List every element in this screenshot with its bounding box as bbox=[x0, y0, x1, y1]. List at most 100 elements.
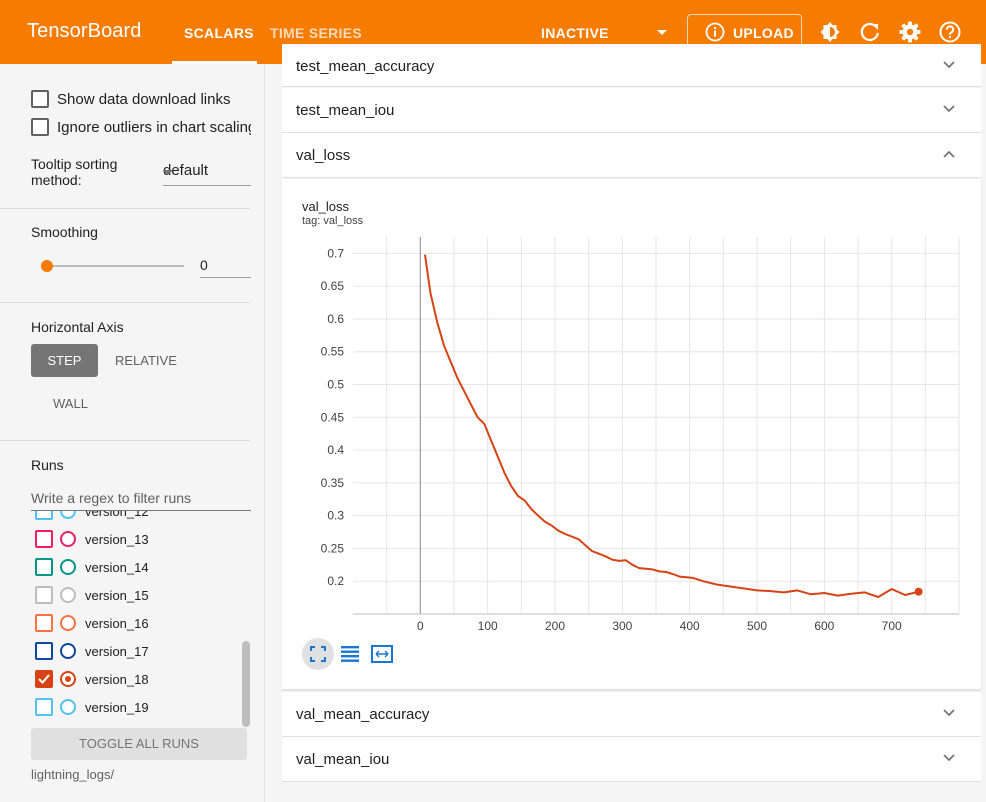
chevron-down-icon bbox=[163, 170, 173, 175]
refresh-icon[interactable] bbox=[858, 20, 882, 44]
chart-title: val_loss bbox=[302, 199, 349, 214]
check-icon bbox=[38, 674, 50, 684]
axis-wall-button[interactable]: WALL bbox=[53, 396, 88, 411]
y-tick-label: 0.45 bbox=[321, 410, 345, 424]
show-download-links-checkbox[interactable]: Show data download links bbox=[31, 88, 261, 110]
reset-zoom-button[interactable] bbox=[366, 638, 398, 670]
card-val-loss[interactable]: val_loss bbox=[282, 133, 981, 178]
y-tick-label: 0.2 bbox=[327, 574, 344, 588]
fit-domain-icon bbox=[310, 646, 326, 662]
run-item-version-14[interactable]: version_14 bbox=[35, 556, 235, 578]
run-item-version-18[interactable]: version_18 bbox=[35, 668, 235, 690]
smoothing-input[interactable]: 0 bbox=[200, 254, 251, 278]
run-status-select[interactable]: INACTIVE bbox=[540, 18, 671, 46]
run-radio[interactable] bbox=[60, 559, 76, 575]
checkbox-box bbox=[31, 90, 49, 108]
checkbox-label: Ignore outliers in chart scaling bbox=[57, 119, 251, 136]
run-item-version-19[interactable]: version_19 bbox=[35, 696, 235, 718]
toggle-log-scale-button[interactable] bbox=[334, 638, 366, 670]
val-loss-chart[interactable]: 0.2 0.25 0.3 0.35 0.4 0.45 0.5 0.55 0.6 0.65 0.7 0 1… bbox=[282, 179, 981, 639]
run-item-version-13[interactable]: version_13 bbox=[35, 528, 235, 550]
runs-scrollbar[interactable] bbox=[242, 641, 250, 727]
run-checkbox[interactable] bbox=[35, 698, 53, 716]
fit-domain-button[interactable] bbox=[302, 638, 334, 670]
chevron-down-icon[interactable] bbox=[943, 754, 955, 762]
run-radio[interactable] bbox=[60, 587, 76, 603]
run-checkbox[interactable] bbox=[35, 511, 53, 520]
chevron-down-icon[interactable] bbox=[943, 709, 955, 717]
card-title: test_mean_accuracy bbox=[296, 58, 435, 75]
tooltip-sorting-select[interactable]: default bbox=[163, 160, 251, 186]
help-icon[interactable] bbox=[938, 20, 962, 44]
chevron-down-icon[interactable] bbox=[943, 61, 955, 69]
smoothing-value: 0 bbox=[200, 257, 208, 273]
tab-time-series[interactable]: TIME SERIES bbox=[270, 25, 362, 41]
run-item-version-16[interactable]: version_16 bbox=[35, 612, 235, 634]
tooltip-sorting-value: default bbox=[163, 162, 209, 179]
x-tick-label: 200 bbox=[545, 619, 565, 633]
toggle-all-runs-button[interactable]: TOGGLE ALL RUNS bbox=[31, 728, 247, 760]
smoothing-slider-track[interactable] bbox=[46, 265, 184, 267]
logdir-label: lightning_logs/ bbox=[31, 767, 115, 782]
brightness-icon[interactable] bbox=[818, 20, 842, 44]
settings-icon[interactable] bbox=[898, 20, 922, 44]
card-val-mean-accuracy[interactable]: val_mean_accuracy bbox=[282, 692, 981, 737]
run-checkbox[interactable] bbox=[35, 586, 53, 604]
run-item-version-17[interactable]: version_17 bbox=[35, 640, 235, 662]
run-name: version_13 bbox=[85, 532, 149, 547]
y-tick-label: 0.55 bbox=[321, 345, 345, 359]
run-name: version_19 bbox=[85, 700, 149, 715]
tab-scalars[interactable]: SCALARS bbox=[184, 25, 254, 41]
chevron-down-icon[interactable] bbox=[943, 105, 955, 113]
run-checkbox[interactable] bbox=[35, 642, 53, 660]
divider bbox=[0, 208, 250, 209]
card-test-mean-accuracy[interactable]: test_mean_accuracy bbox=[282, 44, 981, 87]
run-radio[interactable] bbox=[60, 615, 76, 631]
card-test-mean-iou[interactable]: test_mean_iou bbox=[282, 88, 981, 133]
x-tick-label: 100 bbox=[478, 619, 498, 633]
upload-label: UPLOAD bbox=[733, 25, 794, 41]
run-item-version-12[interactable]: version_12 bbox=[35, 511, 235, 522]
axis-step-button[interactable]: STEP bbox=[31, 344, 98, 377]
runs-list: version_12 version_13 version_14 version_15… bbox=[0, 511, 255, 726]
runs-title: Runs bbox=[31, 457, 64, 473]
smoothing-slider-thumb[interactable] bbox=[41, 260, 53, 272]
y-tick-label: 0.7 bbox=[327, 246, 344, 260]
card-title: val_mean_iou bbox=[296, 751, 390, 768]
run-checkbox[interactable] bbox=[35, 530, 53, 548]
y-tick-label: 0.65 bbox=[321, 279, 345, 293]
run-radio[interactable] bbox=[60, 671, 76, 687]
ignore-outliers-checkbox[interactable]: Ignore outliers in chart scaling bbox=[31, 116, 251, 138]
run-item-version-15[interactable]: version_15 bbox=[35, 584, 235, 606]
run-radio[interactable] bbox=[60, 643, 76, 659]
chevron-up-icon[interactable] bbox=[943, 150, 955, 158]
run-name: version_15 bbox=[85, 588, 149, 603]
run-radio[interactable] bbox=[60, 699, 76, 715]
chevron-down-icon bbox=[657, 30, 667, 35]
tooltip-sorting-label: Tooltip sorting bbox=[31, 156, 118, 172]
reset-zoom-icon bbox=[371, 645, 393, 663]
run-name: version_17 bbox=[85, 644, 149, 659]
series-end-point bbox=[914, 587, 923, 596]
run-radio-dot bbox=[65, 676, 71, 682]
y-tick-label: 0.4 bbox=[327, 443, 344, 457]
run-radio[interactable] bbox=[60, 511, 76, 519]
checkbox-label: Show data download links bbox=[57, 91, 231, 108]
chart-card-val-loss: val_loss tag: val_loss 0.2 0.25 0.3 0.35 0.4… bbox=[282, 179, 981, 690]
checkbox-box bbox=[31, 118, 49, 136]
active-tab-indicator bbox=[172, 61, 257, 64]
run-name: version_14 bbox=[85, 560, 149, 575]
run-checkbox[interactable] bbox=[35, 558, 53, 576]
horizontal-axis-title: Horizontal Axis bbox=[31, 319, 124, 335]
run-checkbox[interactable] bbox=[35, 670, 53, 688]
card-title: test_mean_iou bbox=[296, 102, 395, 119]
runs-filter-input[interactable]: Write a regex to filter runs bbox=[31, 487, 251, 511]
run-checkbox[interactable] bbox=[35, 614, 53, 632]
x-tick-label: 0 bbox=[417, 619, 424, 633]
brand-title[interactable]: TensorBoard bbox=[27, 20, 142, 42]
card-val-mean-iou[interactable]: val_mean_iou bbox=[282, 737, 981, 782]
run-radio[interactable] bbox=[60, 531, 76, 547]
chart-tag: tag: val_loss bbox=[302, 215, 364, 227]
divider bbox=[0, 302, 250, 303]
axis-relative-button[interactable]: RELATIVE bbox=[115, 353, 177, 368]
